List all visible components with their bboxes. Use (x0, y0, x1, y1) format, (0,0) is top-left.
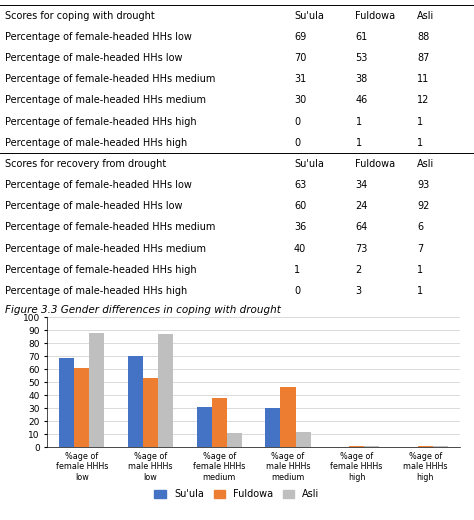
Text: Su'ula: Su'ula (294, 159, 324, 169)
Text: 34: 34 (356, 180, 368, 190)
Text: 0: 0 (294, 286, 300, 296)
Text: 1: 1 (356, 138, 362, 148)
Text: 73: 73 (356, 244, 368, 254)
Text: 1: 1 (294, 265, 300, 275)
Text: 36: 36 (294, 223, 306, 232)
Text: 6: 6 (417, 223, 423, 232)
Text: 93: 93 (417, 180, 429, 190)
Text: 1: 1 (417, 265, 423, 275)
Text: 1: 1 (356, 116, 362, 127)
Text: 92: 92 (417, 201, 429, 211)
Text: 61: 61 (356, 32, 368, 42)
Text: 1: 1 (417, 138, 423, 148)
Text: Asli: Asli (417, 159, 434, 169)
Text: 1: 1 (417, 286, 423, 296)
Bar (227, 433, 242, 447)
Bar (349, 446, 364, 447)
Text: Percentage of male-headed HHs high: Percentage of male-headed HHs high (5, 286, 187, 296)
Bar (281, 387, 295, 447)
Bar (265, 408, 281, 447)
Text: Scores for coping with drought: Scores for coping with drought (5, 11, 155, 21)
Text: 3: 3 (356, 286, 362, 296)
Text: Fuldowa: Fuldowa (356, 159, 396, 169)
Bar (433, 446, 448, 447)
Bar (418, 446, 433, 447)
Bar (89, 333, 104, 447)
Text: Scores for recovery from drought: Scores for recovery from drought (5, 159, 166, 169)
Text: 31: 31 (294, 74, 306, 84)
Text: Percentage of male-headed HHs medium: Percentage of male-headed HHs medium (5, 244, 206, 254)
Bar (74, 368, 89, 447)
Text: Percentage of male-headed HHs high: Percentage of male-headed HHs high (5, 138, 187, 148)
Bar (128, 356, 143, 447)
Text: 63: 63 (294, 180, 306, 190)
Text: 12: 12 (417, 96, 429, 106)
Bar (197, 407, 212, 447)
Text: 24: 24 (356, 201, 368, 211)
Bar (295, 432, 310, 447)
Text: Percentage of female-headed HHs high: Percentage of female-headed HHs high (5, 265, 196, 275)
Text: 38: 38 (356, 74, 368, 84)
Text: 11: 11 (417, 74, 429, 84)
Bar (364, 446, 379, 447)
Text: 30: 30 (294, 96, 306, 106)
Text: 1: 1 (417, 116, 423, 127)
Text: 40: 40 (294, 244, 306, 254)
Text: 87: 87 (417, 53, 429, 63)
Bar (143, 378, 158, 447)
Text: 7: 7 (417, 244, 423, 254)
Bar (158, 334, 173, 447)
Text: Percentage of male-headed HHs medium: Percentage of male-headed HHs medium (5, 96, 206, 106)
Text: Su'ula: Su'ula (294, 11, 324, 21)
Text: Percentage of female-headed HHs low: Percentage of female-headed HHs low (5, 32, 191, 42)
Text: 53: 53 (356, 53, 368, 63)
Text: Percentage of female-headed HHs high: Percentage of female-headed HHs high (5, 116, 196, 127)
Bar (212, 398, 227, 447)
Text: 70: 70 (294, 53, 306, 63)
Text: 69: 69 (294, 32, 306, 42)
Text: 0: 0 (294, 138, 300, 148)
Text: Percentage of female-headed HHs medium: Percentage of female-headed HHs medium (5, 223, 215, 232)
Text: Asli: Asli (417, 11, 434, 21)
Text: 64: 64 (356, 223, 368, 232)
Text: Figure 3.3 Gender differences in coping with drought: Figure 3.3 Gender differences in coping … (5, 305, 281, 315)
Text: 2: 2 (356, 265, 362, 275)
Bar (59, 358, 74, 447)
Text: 88: 88 (417, 32, 429, 42)
Text: 0: 0 (294, 116, 300, 127)
Text: 46: 46 (356, 96, 368, 106)
Legend: Su'ula, Fuldowa, Asli: Su'ula, Fuldowa, Asli (151, 485, 323, 503)
Text: Fuldowa: Fuldowa (356, 11, 396, 21)
Text: Percentage of male-headed HHs low: Percentage of male-headed HHs low (5, 53, 182, 63)
Text: 60: 60 (294, 201, 306, 211)
Text: Percentage of male-headed HHs low: Percentage of male-headed HHs low (5, 201, 182, 211)
Text: Percentage of female-headed HHs medium: Percentage of female-headed HHs medium (5, 74, 215, 84)
Text: Percentage of female-headed HHs low: Percentage of female-headed HHs low (5, 180, 191, 190)
